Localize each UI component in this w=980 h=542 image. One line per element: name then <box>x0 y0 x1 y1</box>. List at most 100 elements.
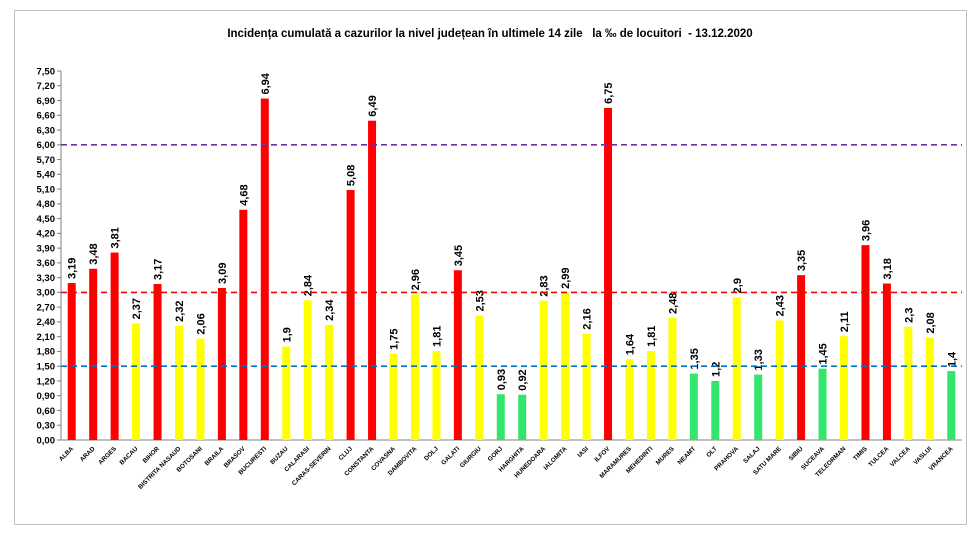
bar-gorj <box>496 394 505 440</box>
x-tick-label: GALATI <box>440 445 461 466</box>
y-tick-label: 6,90 <box>37 96 56 107</box>
bar-bihor <box>153 284 162 440</box>
data-label: 6,49 <box>367 95 379 116</box>
data-label: 3,18 <box>882 258 894 279</box>
data-label: 3,48 <box>88 243 100 264</box>
bar-salaj <box>754 374 763 440</box>
y-tick-label: 2,40 <box>37 317 56 328</box>
data-label: 2,37 <box>131 298 143 319</box>
y-tick-label: 5,70 <box>37 155 56 166</box>
x-tick-label: GORJ <box>487 445 505 463</box>
bar-mures <box>668 317 677 440</box>
bar-braila <box>217 287 226 440</box>
bar-teleorman <box>840 336 849 440</box>
data-label: 2,43 <box>775 295 787 316</box>
data-label: 6,94 <box>260 72 272 94</box>
y-tick-label: 0,90 <box>37 391 56 402</box>
bar-arges <box>110 252 119 440</box>
data-label: 4,68 <box>238 184 250 205</box>
y-tick-label: 5,40 <box>37 170 56 181</box>
x-tick-label: ARGES <box>97 445 118 466</box>
x-tick-label: BIHOR <box>142 445 162 465</box>
bar-botosani <box>196 338 205 440</box>
x-tick-label: IASI <box>576 445 590 459</box>
data-label: 2,99 <box>560 267 572 288</box>
data-label: 3,35 <box>796 250 808 271</box>
x-tick-label: OLT <box>705 445 719 459</box>
bar-bucuresti <box>260 98 269 440</box>
bar-giurgiu <box>475 315 484 440</box>
bar-buzau <box>282 346 291 440</box>
y-tick-label: 1,80 <box>37 347 56 358</box>
y-tick-label: 2,70 <box>37 302 56 313</box>
data-label: 2,48 <box>667 293 679 314</box>
data-label: 1,4 <box>946 351 958 367</box>
bar-brasov <box>239 209 248 440</box>
bar-hunedoara <box>539 300 548 440</box>
chart-frame <box>14 10 967 525</box>
bar-dolj <box>432 350 441 440</box>
y-tick-label: 3,90 <box>37 243 56 254</box>
data-label: 1,45 <box>818 343 830 364</box>
y-tick-label: 6,00 <box>37 140 56 151</box>
bar-harghita <box>518 394 527 440</box>
data-label: 2,08 <box>925 312 937 333</box>
x-tick-label: SALAJ <box>742 445 762 465</box>
y-tick-label: 3,60 <box>37 258 56 269</box>
data-label: 2,32 <box>174 300 186 321</box>
x-tick-label: VASLUI <box>912 445 933 466</box>
data-label: 3,17 <box>153 259 165 280</box>
x-tick-label: MURES <box>655 445 676 466</box>
data-label: 2,9 <box>732 278 744 293</box>
data-label: 3,81 <box>110 227 122 248</box>
data-label: 1,2 <box>710 362 722 377</box>
x-tick-label: TIMIS <box>852 445 869 462</box>
x-tick-label: ILFOV <box>593 445 612 464</box>
y-tick-label: 0,60 <box>37 406 56 417</box>
x-tick-label: TULCEA <box>867 445 890 468</box>
data-label: 1,75 <box>389 328 401 349</box>
data-label: 1,64 <box>624 333 636 355</box>
x-tick-label: ARAD <box>79 445 97 463</box>
bar-covasna <box>389 353 398 440</box>
data-label: 3,96 <box>860 220 872 241</box>
data-label: 1,81 <box>646 326 658 347</box>
bar-bistrita-nasaud <box>174 325 183 440</box>
x-tick-label: DOLJ <box>423 445 440 462</box>
y-tick-label: 2,10 <box>37 332 56 343</box>
data-label: 5,08 <box>346 165 358 186</box>
data-label: 1,35 <box>689 348 701 369</box>
bar-mehedinti <box>646 350 655 440</box>
y-tick-label: 4,80 <box>37 199 56 210</box>
bar-dambovita <box>410 294 419 440</box>
data-label: 3,19 <box>67 258 79 279</box>
y-tick-label: 1,50 <box>37 362 56 373</box>
bar-galati <box>453 270 462 440</box>
bar-timis <box>861 245 870 440</box>
data-label: 2,53 <box>474 290 486 311</box>
y-tick-label: 0,00 <box>37 435 56 446</box>
data-label: 3,45 <box>453 245 465 266</box>
y-tick-label: 3,30 <box>37 273 56 284</box>
data-label: 2,11 <box>839 311 851 332</box>
data-label: 6,75 <box>603 82 615 103</box>
bar-alba <box>67 283 76 440</box>
x-tick-label: GIURGIU <box>459 445 483 469</box>
data-label: 2,84 <box>303 274 315 296</box>
bar-arad <box>89 268 98 440</box>
bar-caras-severin <box>325 324 334 440</box>
bar-iasi <box>582 333 591 440</box>
data-label: 2,96 <box>410 269 422 290</box>
x-tick-label: NEAMT <box>676 445 697 466</box>
data-label: 2,06 <box>195 313 207 334</box>
data-label: 3,09 <box>217 263 229 284</box>
data-label: 1,9 <box>281 327 293 342</box>
x-tick-label: ALBA <box>58 445 76 463</box>
bar-cluj <box>346 190 355 440</box>
data-label: 0,92 <box>517 369 529 390</box>
y-tick-label: 7,20 <box>37 81 56 92</box>
data-label: 1,81 <box>431 326 443 347</box>
bar-maramures <box>625 359 634 440</box>
y-tick-label: 6,60 <box>37 111 56 122</box>
